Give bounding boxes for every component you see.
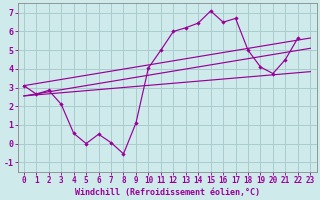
X-axis label: Windchill (Refroidissement éolien,°C): Windchill (Refroidissement éolien,°C) — [75, 188, 260, 197]
